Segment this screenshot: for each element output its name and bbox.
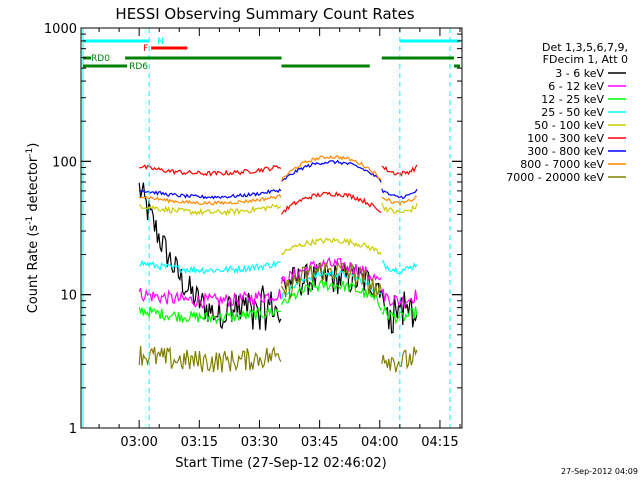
- y-axis-label: Count Rate (s-1 detector-1): [25, 143, 41, 314]
- series-line: [138, 256, 418, 310]
- y-tick-label: 1000: [44, 22, 77, 37]
- plot-frame: [80, 27, 463, 429]
- x-axis-label: Start Time (27-Sep-12 02:46:02): [175, 456, 386, 471]
- series-line: [138, 182, 418, 334]
- x-tick-label: 03:45: [301, 435, 338, 450]
- legend-label: 800 - 7000 keV: [520, 158, 604, 171]
- legend-header: Det 1,3,5,6,7,9,: [542, 41, 628, 54]
- legend: Det 1,3,5,6,7,9,FDecim 1, Att 03 - 6 keV…: [506, 41, 628, 184]
- x-tick-label: 04:00: [361, 435, 398, 450]
- flag-label-rd6: RD6: [129, 62, 148, 72]
- x-tick-label: 04:15: [421, 435, 458, 450]
- observing-flags: NF RD0 RD6: [82, 28, 460, 428]
- y-tick-label: 100: [52, 155, 77, 170]
- legend-label: 100 - 300 keV: [527, 132, 604, 145]
- series-line: [139, 154, 418, 207]
- x-tick-label: 03:00: [120, 435, 157, 450]
- x-tick-label: 03:30: [241, 435, 278, 450]
- series-line: [138, 203, 418, 256]
- legend-header: FDecim 1, Att 0: [543, 53, 628, 66]
- series-line: [139, 159, 418, 200]
- x-axis: 03:00 03:15 03:30 03:45 04:00 04:15: [98, 28, 461, 450]
- y-tick-label: 1: [69, 422, 77, 437]
- y-axis: 1 10 100 1000: [44, 22, 462, 437]
- legend-label: 12 - 25 keV: [541, 93, 604, 106]
- series-line: [138, 279, 418, 325]
- series-line: [139, 164, 418, 215]
- x-tick-label: 03:15: [181, 435, 218, 450]
- series-line: [138, 259, 418, 373]
- legend-label: 3 - 6 keV: [555, 67, 604, 80]
- legend-label: 6 - 12 keV: [548, 80, 604, 93]
- legend-label: 7000 - 20000 keV: [506, 171, 604, 184]
- legend-label: 25 - 50 keV: [541, 106, 604, 119]
- chart-title: HESSI Observing Summary Count Rates: [115, 5, 414, 23]
- legend-label: 50 - 100 keV: [534, 119, 604, 132]
- plot-curves: [138, 154, 418, 373]
- flag-label-f: F: [143, 44, 148, 54]
- y-tick-label: 10: [60, 289, 77, 304]
- plot-timestamp: 27-Sep-2012 04:09: [561, 467, 638, 476]
- flag-label-rd0: RD0: [91, 54, 110, 64]
- flag-label-n: N: [157, 37, 164, 47]
- legend-label: 300 - 800 keV: [527, 145, 604, 158]
